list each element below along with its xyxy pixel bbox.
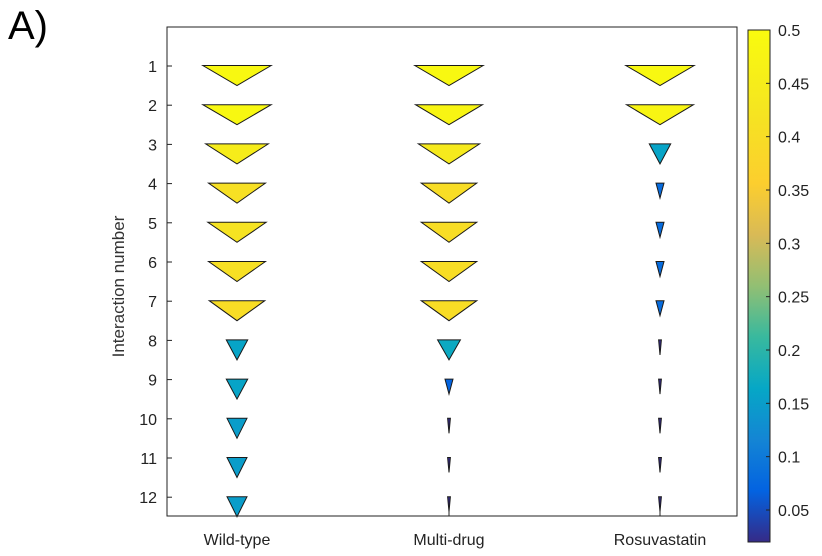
triangle-marker: [201, 104, 273, 126]
colorbar-tick-label: 0.5: [778, 23, 800, 40]
y-tick-label: 3: [148, 137, 157, 154]
panel-label: A): [8, 4, 48, 48]
triangle-marker: [655, 182, 665, 201]
triangle-marker: [226, 496, 248, 518]
triangle-marker: [655, 221, 665, 240]
triangle-marker: [419, 261, 479, 283]
y-tick-label: 8: [148, 333, 157, 350]
triangle-marker: [413, 104, 485, 126]
triangle-marker: [419, 221, 479, 243]
x-tick-label: Multi-drug: [413, 532, 484, 549]
triangle-marker: [624, 65, 696, 87]
triangle-marker: [658, 457, 662, 473]
triangle-marker: [206, 182, 268, 204]
colorbar-tick-label: 0.25: [778, 290, 809, 307]
y-tick-label: 1: [148, 59, 157, 76]
y-tick-label: 7: [148, 294, 157, 311]
triangle-marker: [444, 378, 454, 397]
colorbar-tick-label: 0.05: [778, 503, 809, 520]
triangle-marker: [201, 65, 273, 87]
triangle-marker: [658, 378, 662, 395]
plot-frame: [166, 26, 738, 517]
triangle-marker: [413, 65, 485, 87]
y-tick-label: 11: [140, 451, 157, 468]
y-tick-label: 9: [148, 373, 157, 390]
triangle-marker: [658, 339, 662, 355]
colorbar: [747, 29, 771, 543]
y-tick-label: 6: [148, 255, 157, 272]
triangle-marker: [624, 104, 696, 126]
triangle-marker: [203, 143, 271, 165]
x-tick-label: Rosuvastatin: [614, 532, 707, 549]
triangle-marker: [419, 300, 479, 322]
triangle-marker: [206, 221, 268, 243]
y-tick-label: 4: [148, 177, 157, 194]
colorbar-tick-label: 0.1: [778, 450, 800, 467]
triangle-marker: [206, 261, 268, 283]
triangle-marker: [447, 457, 451, 473]
colorbar-tick-label: 0.15: [778, 396, 809, 413]
colorbar-tick-label: 0.4: [778, 130, 800, 147]
triangle-marker: [658, 417, 662, 434]
y-tick-label: 10: [139, 412, 157, 429]
colorbar-tick-label: 0.45: [778, 76, 809, 93]
x-tick-label: Wild-type: [204, 532, 271, 549]
triangle-marker: [447, 417, 451, 434]
triangle-marker: [436, 339, 462, 361]
y-tick-label: 5: [148, 216, 157, 233]
triangle-marker: [207, 300, 267, 322]
triangle-marker: [447, 496, 451, 512]
triangle-marker: [416, 143, 482, 165]
y-axis-title: Interaction number: [109, 215, 128, 357]
triangle-marker: [419, 182, 479, 204]
triangle-marker: [225, 378, 249, 401]
triangle-marker: [226, 457, 248, 479]
triangle-marker: [658, 496, 662, 512]
triangle-marker: [226, 417, 248, 440]
y-tick-label: 2: [148, 98, 157, 115]
triangle-marker: [648, 143, 672, 165]
colorbar-tick-label: 0.2: [778, 343, 800, 360]
triangle-marker: [225, 339, 249, 361]
colorbar-tick-label: 0.35: [778, 183, 809, 200]
triangle-marker: [655, 261, 665, 279]
triangle-marker: [655, 300, 665, 318]
y-tick-label: 12: [139, 490, 157, 507]
colorbar-tick-label: 0.3: [778, 236, 800, 253]
